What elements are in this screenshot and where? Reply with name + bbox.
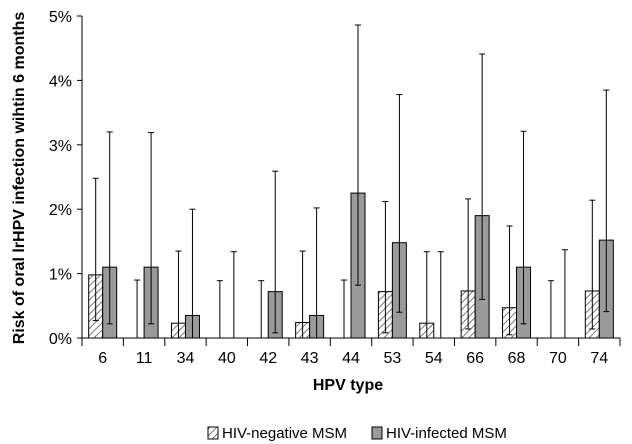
legend-swatch-hiv-infected xyxy=(371,426,383,440)
x-tick-label: 40 xyxy=(218,350,236,367)
x-tick-label: 54 xyxy=(425,350,443,367)
y-tick-label: 1% xyxy=(49,267,72,284)
y-tick-label: 5% xyxy=(49,9,72,26)
y-axis-ticks: 0% 1% 2% 3% 4% 5% xyxy=(49,9,82,348)
y-tick-label: 3% xyxy=(49,138,72,155)
x-axis-ticks: 6 11 34 40 42 43 44 53 54 66 68 70 74 xyxy=(81,338,621,367)
x-tick-label: 11 xyxy=(136,350,153,367)
y-axis-title: Risk of oral lrHPV infection wihtin 6 mo… xyxy=(11,12,28,345)
x-axis-title: HPV type xyxy=(313,377,383,394)
y-tick-label: 2% xyxy=(49,202,72,219)
x-tick-label: 34 xyxy=(177,350,195,367)
x-tick-label: 6 xyxy=(98,350,107,367)
y-tick-label: 0% xyxy=(49,331,72,348)
x-tick-label: 53 xyxy=(383,350,401,367)
y-tick-label: 4% xyxy=(49,73,72,90)
legend-label-hiv-infected: HIV-infected MSM xyxy=(386,425,507,442)
error-bars xyxy=(92,24,610,338)
bars xyxy=(88,192,614,339)
axes xyxy=(81,16,620,339)
x-tick-label: 70 xyxy=(549,350,567,367)
x-tick-label: 44 xyxy=(342,350,360,367)
legend-swatch-hiv-negative xyxy=(207,426,219,440)
x-tick-label: 66 xyxy=(466,350,484,367)
legend-label-hiv-negative: HIV-negative MSM xyxy=(222,425,347,442)
legend: HIV-negative MSM HIV-infected MSM xyxy=(207,425,507,442)
x-tick-label: 68 xyxy=(508,350,526,367)
x-tick-label: 43 xyxy=(301,350,319,367)
x-tick-label: 74 xyxy=(590,350,608,367)
x-tick-label: 42 xyxy=(259,350,277,367)
